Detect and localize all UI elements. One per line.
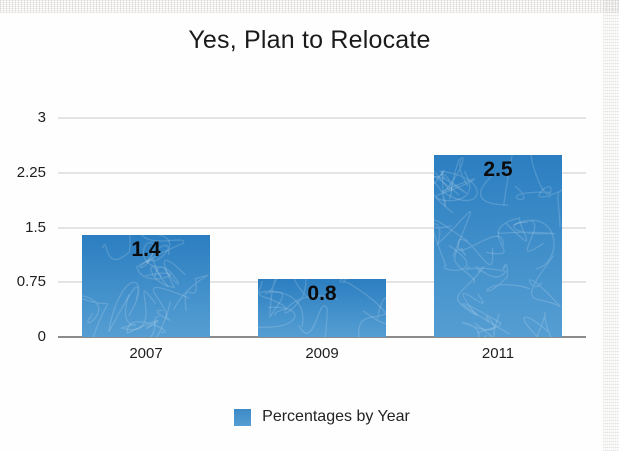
bar-value-label: 1.4 xyxy=(131,237,161,261)
gridline xyxy=(58,171,586,174)
bar: 2.5 xyxy=(434,154,562,337)
bar-value-label: 0.8 xyxy=(307,281,337,305)
y-tick-label: 1.5 xyxy=(25,218,46,236)
bar-squiggle-texture xyxy=(258,278,386,337)
gridline xyxy=(58,226,586,229)
x-tick-label: 2007 xyxy=(129,345,163,362)
chart-title: Yes, Plan to Relocate xyxy=(188,26,431,54)
x-tick-label: 2011 xyxy=(481,345,515,362)
bar-squiggle-texture xyxy=(434,154,562,337)
y-tick-label: 2.25 xyxy=(16,163,46,181)
bar: 1.4 xyxy=(82,234,210,337)
legend-label: Percentages by Year xyxy=(262,408,410,425)
bar-value-label: 2.5 xyxy=(483,157,513,181)
slide-right-texture xyxy=(603,0,619,451)
x-tick-label: 2009 xyxy=(305,345,339,362)
x-axis-baseline xyxy=(58,336,586,338)
y-tick-label: 0.75 xyxy=(16,273,46,291)
y-tick-label: 0 xyxy=(37,328,46,345)
slide-top-texture xyxy=(0,0,619,13)
gridline xyxy=(58,117,586,119)
bar-squiggle-texture xyxy=(82,234,209,337)
y-tick-label: 3 xyxy=(37,109,46,126)
bar: 0.8 xyxy=(258,278,386,337)
legend-swatch-icon xyxy=(234,408,252,426)
chart-legend: Percentages by Year xyxy=(58,408,586,426)
